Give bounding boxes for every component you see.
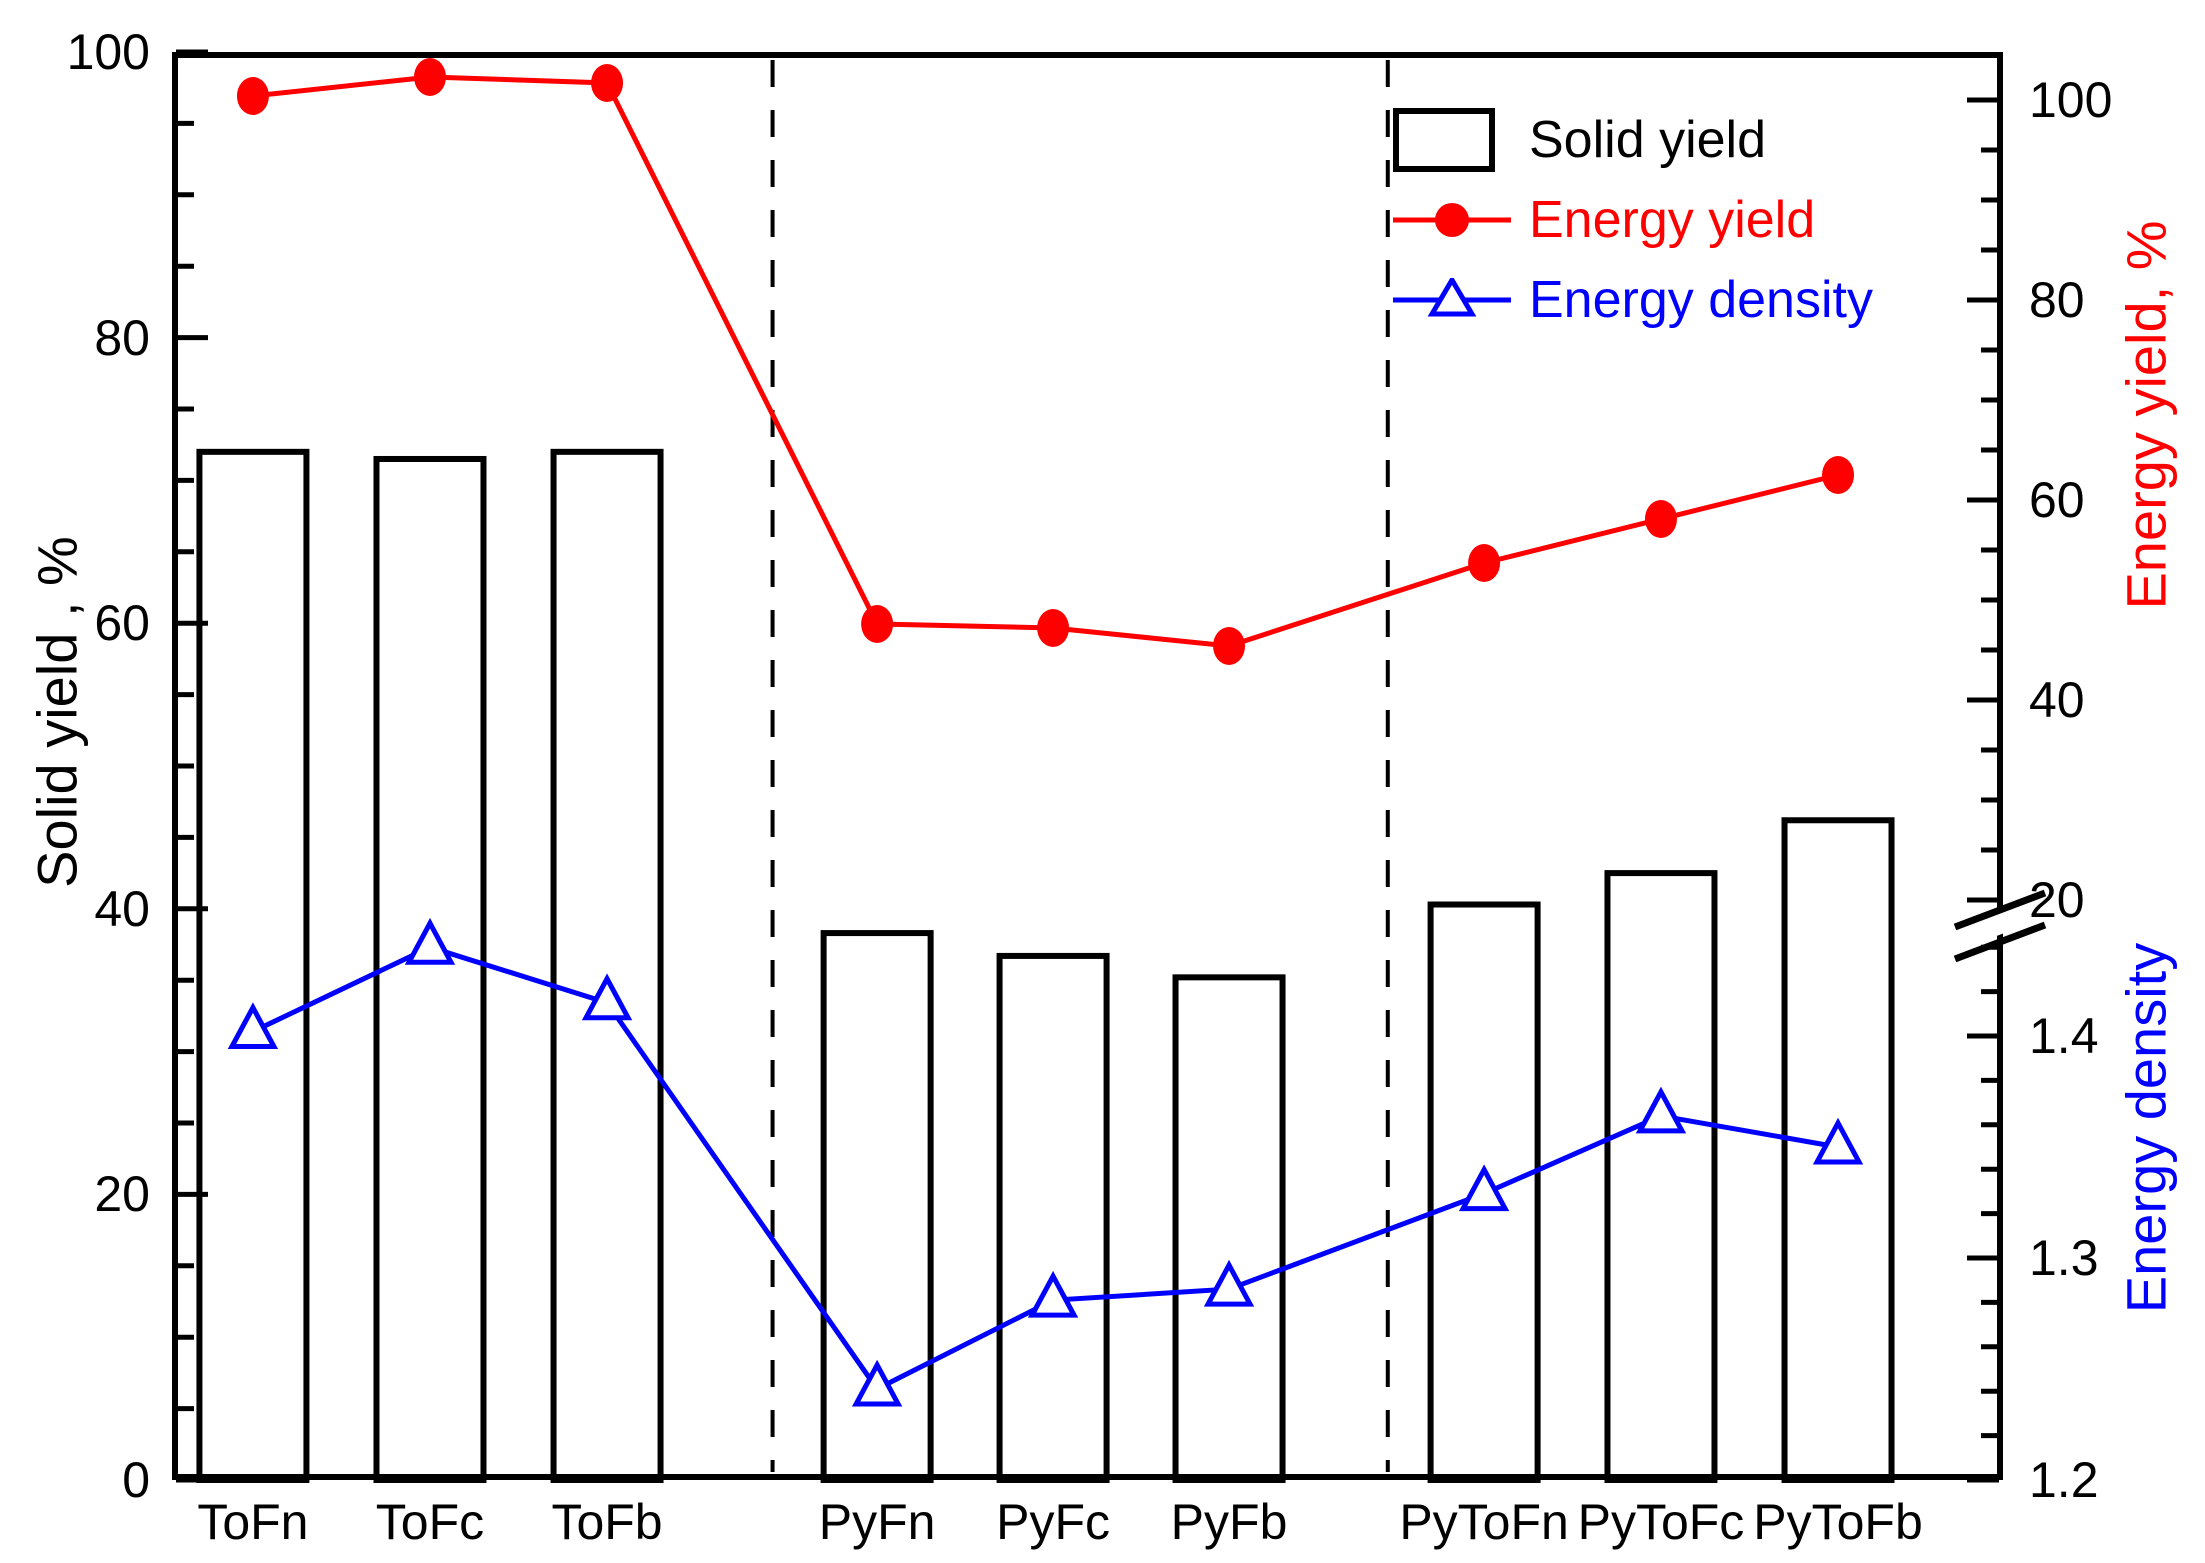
energy-density-point-ToFb xyxy=(581,973,633,1021)
plot-area xyxy=(172,49,2048,1484)
right-axis-title-energy-yield: Energy yield, % xyxy=(2114,220,2178,610)
energy-yield-tick-label-40: 40 xyxy=(2029,672,2085,728)
left-tick-label-100: 100 xyxy=(66,24,150,80)
bar-ToFb xyxy=(550,448,664,1484)
energy-yield-point-PyToFn xyxy=(1468,544,1501,582)
energy-yield-point-PyToFb xyxy=(1822,456,1855,494)
energy-yield-point-PyFb xyxy=(1213,627,1246,665)
legend: Solid yield Energy yield Energy density xyxy=(1393,100,1873,340)
x-category-label-PyFn: PyFn xyxy=(818,1494,936,1550)
axis-break-gap xyxy=(1953,891,2048,950)
energy-density-line-triangle-icon xyxy=(1393,278,1513,322)
x-category-label-PyFc: PyFc xyxy=(996,1494,1111,1550)
plot-frame xyxy=(172,52,2003,1480)
solid-yield-rect-icon xyxy=(1393,108,1513,172)
energy-density-tick-label-1.3: 1.3 xyxy=(2029,1230,2099,1286)
energy-density-point-ToFc xyxy=(404,917,456,965)
left-tick-label-60: 60 xyxy=(94,595,150,652)
bar-ToFn xyxy=(196,448,310,1484)
left-axis-title: Solid yield , % xyxy=(25,536,89,888)
bar-PyToFc xyxy=(1604,870,1718,1483)
axis-break-slash-upper xyxy=(1953,889,2047,931)
x-category-label-PyToFb: PyToFb xyxy=(1753,1494,1923,1550)
x-category-label-PyToFn: PyToFn xyxy=(1399,1494,1569,1550)
legend-label-solid-yield: Solid yield xyxy=(1529,111,1767,169)
energy-yield-tick-label-100: 100 xyxy=(2029,72,2113,128)
right-axis-title-energy-density: Energy density xyxy=(2114,942,2178,1314)
legend-item-energy-yield: Energy yield xyxy=(1393,180,1873,260)
x-category-label-PyFb: PyFb xyxy=(1170,1494,1288,1550)
axis-break-slash-lower xyxy=(1953,921,2047,963)
energy-density-point-PyFb xyxy=(1203,1259,1255,1307)
energy-density-point-PyToFb xyxy=(1812,1117,1864,1165)
energy-density-tick-label-1.4: 1.4 xyxy=(2029,1008,2099,1064)
energy-yield-point-PyFn xyxy=(861,605,894,643)
energy-yield-point-PyToFc xyxy=(1644,500,1677,538)
bar-ToFc xyxy=(373,455,487,1484)
left-tick-label-0: 0 xyxy=(122,1452,150,1508)
energy-yield-tick-label-80: 80 xyxy=(2029,272,2085,328)
x-category-label-PyToFc: PyToFc xyxy=(1577,1494,1745,1550)
legend-item-solid-yield: Solid yield xyxy=(1393,100,1873,180)
energy-yield-tick-label-60: 60 xyxy=(2029,472,2085,528)
energy-yield-point-PyFc xyxy=(1037,609,1070,647)
energy-density-point-ToFn xyxy=(227,1002,279,1050)
x-category-label-ToFn: ToFn xyxy=(197,1494,309,1550)
energy-density-point-PyFn xyxy=(851,1359,903,1407)
legend-label-energy-yield: Energy yield xyxy=(1529,191,1816,249)
energy-yield-point-ToFc xyxy=(413,58,446,96)
left-tick-label-40: 40 xyxy=(94,880,150,937)
energy-yield-point-ToFn xyxy=(236,77,269,115)
energy-yield-tick-label-20: 20 xyxy=(2029,872,2085,928)
energy-density-point-PyFc xyxy=(1027,1270,1079,1318)
legend-label-energy-density: Energy density xyxy=(1529,271,1873,329)
energy-yield-point-ToFb xyxy=(591,64,624,102)
bar-PyFc xyxy=(996,952,1110,1483)
legend-item-energy-density: Energy density xyxy=(1393,260,1873,340)
x-category-label-ToFb: ToFb xyxy=(551,1494,663,1550)
left-tick-label-20: 20 xyxy=(94,1166,150,1223)
energy-density-tick-label-1.2: 1.2 xyxy=(2029,1452,2099,1508)
left-tick-label-80: 80 xyxy=(94,309,150,366)
bar-PyFb xyxy=(1172,974,1286,1483)
x-category-label-ToFc: ToFc xyxy=(375,1494,485,1550)
energy-yield-line-circle-icon xyxy=(1393,198,1513,242)
energy-density-point-PyToFn xyxy=(1458,1164,1510,1212)
energy-density-point-PyToFc xyxy=(1635,1086,1687,1134)
